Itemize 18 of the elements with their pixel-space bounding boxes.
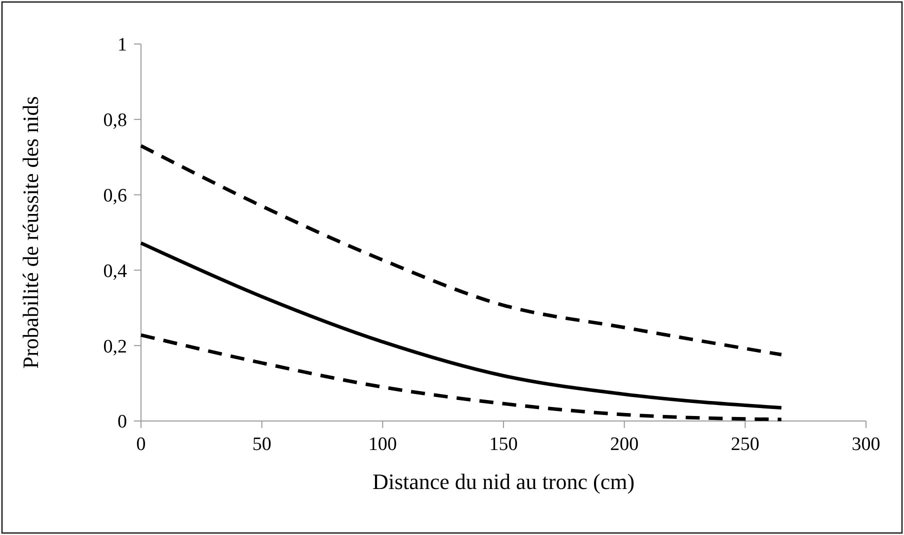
y-tick-label: 0,4: [103, 260, 128, 282]
x-tick-label: 0: [136, 434, 146, 455]
line-series: [139, 241, 784, 410]
x-tick-label: 250: [730, 434, 760, 455]
y-tick-label: 0: [118, 412, 127, 433]
y-axis-title: Probabilité de réussite des nids: [18, 96, 43, 369]
y-tick-label: 0,8: [103, 110, 127, 132]
y-tick-label: 1: [118, 34, 127, 56]
x-axis-title: Distance du nid au tronc (cm): [372, 469, 635, 494]
x-tick-label: 100: [368, 434, 397, 455]
x-tick-label: 300: [852, 434, 880, 455]
x-tick-label: 200: [610, 434, 639, 455]
x-tick-label: 50: [252, 434, 272, 455]
line-series: [139, 144, 784, 356]
y-tick-label: 0,2: [103, 336, 127, 358]
x-tick-label: 150: [489, 434, 518, 455]
line-series: [139, 333, 784, 422]
y-tick-label: 0,6: [103, 185, 127, 206]
